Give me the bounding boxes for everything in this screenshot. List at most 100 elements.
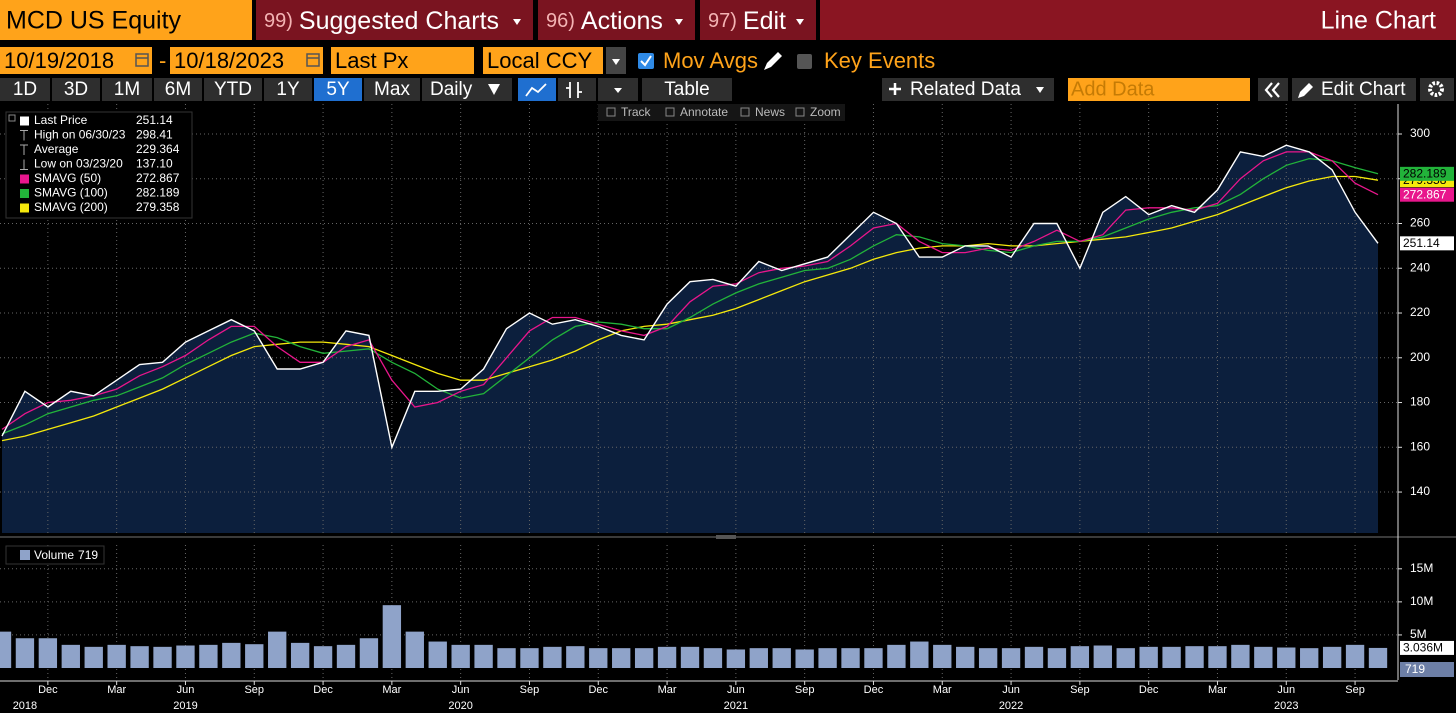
volume-bar: [38, 638, 58, 668]
table-button[interactable]: [642, 78, 732, 101]
end-date-field[interactable]: [170, 47, 323, 74]
currency-field[interactable]: [483, 47, 603, 74]
x-tick-label: Sep: [244, 684, 264, 696]
volume-bar: [336, 644, 356, 668]
panel-handle[interactable]: [716, 535, 736, 539]
edit-chart-button[interactable]: [1292, 78, 1416, 101]
y-tick-label: 240: [1410, 260, 1430, 274]
menu-text: 97) Edit: [708, 7, 786, 35]
pencil-icon: [1298, 83, 1313, 98]
y-tick-label: 300: [1410, 126, 1430, 140]
tool-label[interactable]: Annotate: [680, 105, 728, 119]
volume-bar: [566, 646, 585, 668]
range-button[interactable]: [314, 78, 362, 101]
settings-button[interactable]: [1420, 78, 1454, 101]
volume-bar: [1345, 644, 1365, 668]
plus-icon: [889, 83, 901, 95]
add-data-placeholder: Add Data: [1071, 78, 1155, 100]
dropdown-arrow: [612, 59, 620, 65]
range-button-label: 1M: [114, 79, 140, 100]
range-button[interactable]: [364, 78, 420, 101]
start-date: 10/19/2018: [4, 48, 114, 73]
y-tick-label: 5M: [1410, 627, 1427, 641]
key-events-checkbox[interactable]: [797, 54, 812, 69]
tool-label[interactable]: News: [755, 105, 785, 119]
year-label: 2019: [173, 700, 197, 712]
price-field-field[interactable]: [331, 47, 474, 74]
volume-bar: [1185, 646, 1204, 668]
range-button-label: 1D: [13, 79, 37, 100]
volume-bar: [1254, 646, 1273, 668]
menu-label: Suggested Charts: [299, 7, 499, 35]
volume-study-box: [1400, 662, 1454, 677]
y-tick-label: 140: [1410, 484, 1430, 498]
related-data-button[interactable]: [882, 78, 1054, 101]
range-button[interactable]: [52, 78, 100, 101]
menu-code: 96): [546, 10, 575, 32]
legend-value: 229.364: [136, 142, 180, 156]
tool-label[interactable]: Zoom: [810, 105, 841, 119]
menu-button[interactable]: [256, 0, 533, 40]
tool-icon[interactable]: [665, 107, 675, 117]
volume-bar: [290, 642, 310, 668]
range-button[interactable]: [204, 78, 262, 101]
volume-bar: [1001, 648, 1021, 668]
volume-bar: [589, 648, 608, 668]
range-button[interactable]: [102, 78, 152, 101]
volume-bar: [772, 648, 791, 668]
volume-bar: [795, 649, 814, 668]
volume-bar: [1139, 646, 1158, 668]
line-icon: [525, 83, 547, 97]
tool-label[interactable]: Track: [621, 105, 652, 119]
edit-chart: Edit Chart: [1321, 79, 1406, 100]
start-date-field[interactable]: [0, 47, 152, 74]
y-tick-label: 180: [1410, 395, 1430, 409]
related-data: Related Data: [910, 79, 1021, 100]
volume-bar: [933, 644, 952, 668]
mov-avgs-checkbox[interactable]: [638, 53, 654, 69]
price-field: Last Px: [335, 48, 408, 73]
series-line: [1, 175, 1379, 442]
pencil-icon[interactable]: [764, 52, 782, 70]
chart-tools: [598, 104, 845, 121]
price-area: [2, 145, 1378, 533]
year-label: 2023: [1274, 700, 1298, 712]
volume-legend-name: Volume: [34, 548, 74, 562]
volume-bar: [1300, 648, 1319, 668]
table-button-label: Table: [664, 79, 709, 100]
volume-bar: [1047, 648, 1067, 668]
range-button[interactable]: [154, 78, 202, 101]
add-data-field[interactable]: [1068, 78, 1250, 101]
legend-value: 251.14: [136, 113, 173, 127]
range-button[interactable]: [264, 78, 312, 101]
y-tick-label: 15M: [1410, 561, 1433, 575]
volume-bar: [222, 642, 241, 668]
tool-icon[interactable]: [740, 107, 750, 117]
frequency: Daily: [430, 79, 473, 100]
line-style-button[interactable]: [518, 78, 556, 101]
legend-value: 279.358: [136, 200, 180, 214]
volume-bar: [657, 646, 677, 668]
ticker-box[interactable]: [0, 0, 252, 40]
last-value-box: [1400, 187, 1454, 202]
bar-style-button[interactable]: [558, 78, 596, 101]
dropdown-arrow: [1036, 87, 1044, 93]
last-volume-box: [1400, 640, 1454, 655]
legend-collapse[interactable]: [8, 114, 16, 122]
volume-legend-value: 719: [78, 548, 98, 562]
volume-bar: [1116, 648, 1135, 668]
range-button[interactable]: [0, 78, 50, 101]
frequency-button[interactable]: [422, 78, 512, 101]
volume-bar: [1231, 644, 1250, 668]
volume-bar: [978, 648, 998, 668]
tool-icon[interactable]: [795, 107, 805, 117]
last-value-box: [1400, 166, 1454, 181]
menu-button[interactable]: [538, 0, 695, 40]
legend-value: 282.189: [136, 186, 180, 200]
tool-icon[interactable]: [606, 107, 616, 117]
volume-bar: [176, 645, 195, 668]
range-button-label: YTD: [214, 79, 252, 100]
legend-swatch: [20, 550, 30, 560]
last-value-label: 272.867: [1403, 187, 1447, 201]
